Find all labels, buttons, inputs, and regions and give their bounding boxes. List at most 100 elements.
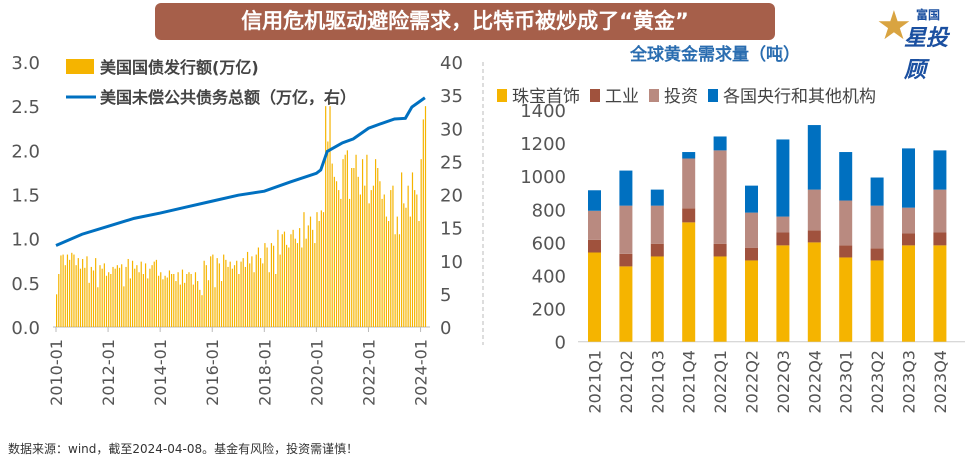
stack-segment-2 [588, 239, 601, 253]
issuance-bar [405, 207, 407, 327]
issuance-bar [69, 259, 71, 327]
issuance-bar [383, 194, 385, 327]
issuance-bar [344, 154, 346, 327]
right-axis-tick: 15 [440, 219, 463, 240]
stack-segment-4 [807, 125, 821, 190]
stack-segment-3 [619, 205, 633, 254]
issuance-bar [186, 274, 188, 327]
stack-segment-2 [870, 248, 884, 261]
issuance-bar [240, 261, 242, 327]
issuance-bar [56, 294, 58, 327]
stack-segment-2 [776, 232, 790, 246]
y-axis-tick: 200 [532, 300, 566, 321]
issuance-bar [370, 190, 372, 327]
issuance-bar [212, 254, 214, 327]
issuance-bar [307, 225, 309, 327]
issuance-bar [418, 221, 420, 327]
stack-segment-3 [776, 216, 790, 233]
category-label: 2021Q2 [617, 350, 636, 414]
logo: ★ 富国 星投顾 [876, 4, 966, 83]
issuance-bar [201, 295, 203, 327]
issuance-bar [121, 264, 123, 327]
stack-segment-3 [807, 189, 821, 231]
stack-segment-4 [776, 139, 790, 217]
x-tick-label: 2012-01 [99, 339, 118, 406]
stack-segment-1 [870, 260, 884, 342]
issuance-bar [207, 280, 210, 327]
issuance-bar [179, 284, 181, 327]
issuance-bar [86, 256, 88, 327]
issuance-bar [335, 181, 338, 327]
stack-segment-3 [839, 200, 853, 246]
stack-segment-2 [650, 243, 664, 257]
stack-segment-2 [745, 247, 758, 261]
issuance-bar [318, 221, 320, 327]
issuance-bar [166, 277, 168, 327]
issuance-bar [246, 251, 249, 327]
legend-swatch [649, 89, 659, 102]
legend-label: 工业 [605, 87, 639, 107]
issuance-bar [312, 229, 314, 327]
issuance-bar [381, 198, 383, 327]
issuance-bar [372, 185, 375, 327]
stack-segment-1 [807, 242, 821, 342]
issuance-bar [71, 252, 73, 327]
stack-segment-3 [650, 205, 664, 244]
issuance-bar [333, 176, 335, 327]
issuance-bar [229, 261, 231, 327]
issuance-bar [268, 272, 270, 327]
stack-segment-1 [776, 245, 790, 342]
legend-label: 投资 [664, 87, 698, 107]
issuance-bar [238, 274, 240, 327]
issuance-bar [136, 265, 138, 327]
issuance-bar [316, 212, 318, 327]
issuance-bar [131, 260, 134, 327]
issuance-bar [264, 243, 266, 327]
legend-swatch [708, 89, 718, 102]
issuance-bar [231, 268, 233, 327]
issuance-bar [379, 181, 381, 327]
issuance-bar [346, 150, 348, 327]
issuance-bar [173, 274, 175, 327]
issuance-bar [364, 185, 366, 327]
issuance-bar [357, 176, 359, 327]
issuance-bar [92, 270, 95, 327]
issuance-bar [255, 254, 257, 327]
stack-segment-2 [933, 232, 947, 246]
issuance-bar [116, 265, 118, 327]
left-axis-tick: 1.5 [11, 186, 40, 207]
issuance-bar [266, 247, 268, 327]
y-axis-tick: 800 [532, 200, 566, 221]
right-axis-tick: 35 [440, 86, 463, 107]
issuance-bar [184, 282, 186, 327]
issuance-bar [168, 270, 171, 327]
issuance-bar [140, 261, 142, 327]
right-axis-tick: 0 [440, 318, 451, 339]
issuance-bar [327, 141, 329, 327]
issuance-bar [125, 266, 127, 327]
stack-segment-1 [745, 260, 758, 342]
issuance-bar [216, 258, 218, 327]
stack-segment-4 [839, 152, 853, 201]
category-label: 2023Q1 [837, 350, 856, 414]
issuance-bar [242, 258, 244, 327]
issuance-bar [351, 168, 353, 327]
issuance-bar [251, 256, 253, 327]
issuance-bar [75, 265, 77, 327]
right-axis-tick: 40 [440, 53, 463, 74]
issuance-bar [223, 254, 225, 327]
issuance-bar [171, 274, 173, 327]
stack-segment-2 [902, 233, 915, 246]
issuance-bar [309, 216, 312, 327]
issuance-bar [84, 267, 86, 327]
category-label: 2023Q2 [868, 350, 887, 414]
issuance-bar [320, 210, 322, 327]
issuance-bar [353, 168, 355, 327]
issuance-bar [411, 172, 414, 327]
issuance-bar [90, 266, 92, 327]
issuance-bar [422, 119, 424, 328]
issuance-bar [396, 216, 398, 327]
issuance-bar [420, 159, 422, 327]
issuance-bar [233, 265, 236, 327]
issuance-bar [62, 254, 64, 327]
